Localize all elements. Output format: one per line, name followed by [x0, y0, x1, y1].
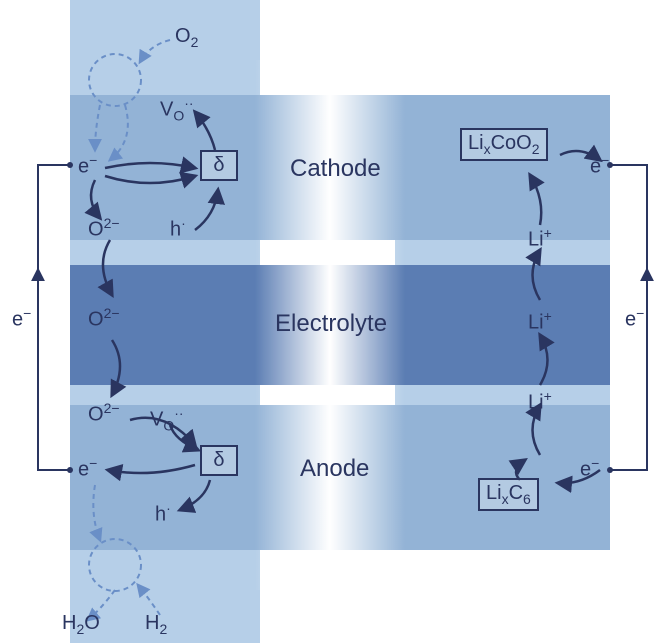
left-anode-node [67, 467, 73, 473]
e-right-cathode-label: e− [590, 152, 609, 179]
vo-cathode-label: VO·· [160, 95, 194, 124]
right-circuit-e-label: e− [625, 305, 644, 332]
o2minus-top-label: O2− [88, 215, 120, 242]
li-label-3: Li+ [528, 388, 552, 415]
diagram-container: Cathode Electrolyte Anode e− e− O2 e− VO… [0, 0, 667, 643]
left-circuit-e-label: e− [12, 305, 31, 332]
o2minus-bot-label: O2− [88, 400, 120, 427]
h-cathode-label: h· [170, 215, 186, 242]
vo-anode-label: VO·· [150, 405, 184, 434]
lixc6-box: LixC6 [478, 478, 539, 511]
o2minus-mid-label: O2− [88, 305, 120, 332]
li-label-1: Li+ [528, 225, 552, 252]
delta-box-anode: δ [200, 445, 238, 476]
h2o-label: H2O [62, 612, 100, 637]
o2-label: O2 [175, 25, 198, 50]
left-cathode-node [67, 162, 73, 168]
cathode-label: Cathode [290, 155, 381, 183]
anode-label: Anode [300, 455, 369, 483]
h2-label: H2 [145, 612, 167, 637]
delta-box-cathode: δ [200, 150, 238, 181]
e-right-anode-label: e− [580, 455, 599, 482]
e-anode-label: e− [78, 455, 97, 482]
right-anode-node [607, 467, 613, 473]
lixcoo2-box: LixCoO2 [460, 128, 548, 161]
e-cathode-label: e− [78, 152, 97, 179]
left-circuit-wire [38, 165, 70, 470]
li-label-2: Li+ [528, 308, 552, 335]
h-anode-label: h· [155, 500, 171, 527]
electrolyte-label: Electrolyte [275, 310, 387, 338]
